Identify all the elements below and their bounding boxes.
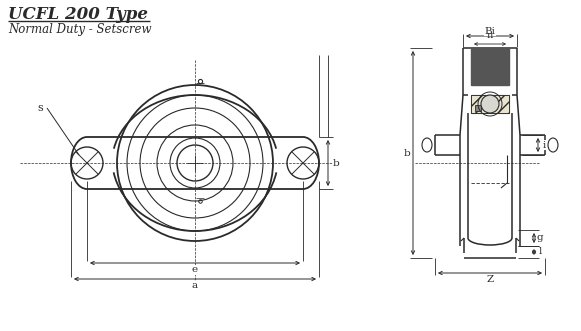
- Bar: [471, 48, 509, 85]
- Bar: [471, 95, 509, 113]
- Bar: [475, 105, 481, 111]
- Text: Z: Z: [486, 274, 494, 283]
- Text: Bi: Bi: [485, 26, 496, 35]
- Text: s: s: [37, 103, 43, 113]
- Text: UCFL 200 Type: UCFL 200 Type: [8, 6, 148, 23]
- Text: e: e: [192, 265, 198, 274]
- Text: i: i: [543, 140, 546, 150]
- Text: a: a: [192, 281, 198, 291]
- Text: b: b: [333, 159, 339, 167]
- Text: n: n: [487, 31, 493, 40]
- Text: Normal Duty - Setscrew: Normal Duty - Setscrew: [8, 23, 152, 36]
- Text: g: g: [537, 233, 543, 243]
- Text: l: l: [539, 248, 541, 257]
- Circle shape: [481, 95, 499, 113]
- Text: b: b: [404, 149, 410, 158]
